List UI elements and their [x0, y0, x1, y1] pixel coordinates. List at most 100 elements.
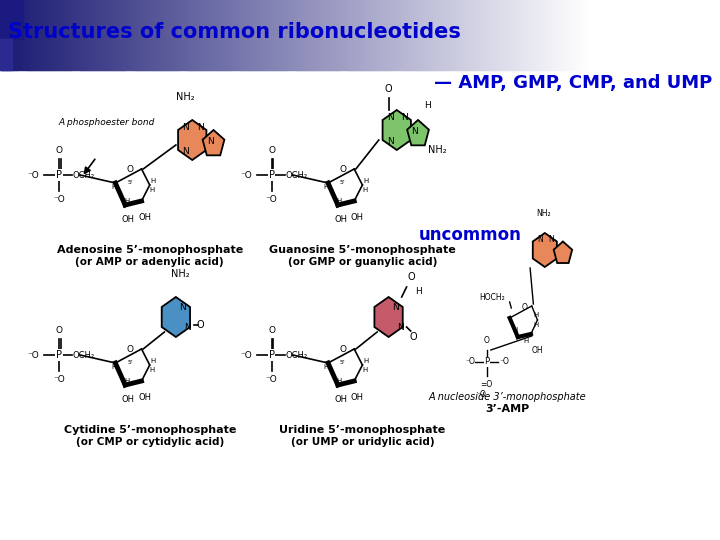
- Text: ⁻O: ⁻O: [465, 357, 475, 367]
- Bar: [554, 0, 557, 70]
- Bar: [40, 0, 42, 70]
- Bar: [24, 0, 27, 70]
- Bar: [130, 0, 132, 70]
- Bar: [334, 0, 336, 70]
- Bar: [186, 0, 189, 70]
- Bar: [552, 0, 554, 70]
- Bar: [246, 0, 248, 70]
- Bar: [283, 0, 286, 70]
- Bar: [538, 0, 541, 70]
- Bar: [248, 0, 250, 70]
- Bar: [30, 0, 32, 70]
- Bar: [328, 0, 330, 70]
- Bar: [47, 0, 50, 70]
- Bar: [90, 0, 93, 70]
- Text: H: H: [150, 358, 156, 364]
- Bar: [143, 0, 146, 70]
- Text: H: H: [150, 187, 155, 193]
- Text: NH₂: NH₂: [428, 145, 446, 155]
- Bar: [110, 0, 113, 70]
- Bar: [503, 0, 505, 70]
- Bar: [532, 0, 535, 70]
- Bar: [0, 0, 3, 70]
- Bar: [183, 0, 185, 70]
- Polygon shape: [178, 120, 207, 160]
- Text: N: N: [387, 113, 394, 123]
- Text: ⁻O: ⁻O: [240, 350, 252, 360]
- Bar: [275, 0, 278, 70]
- Polygon shape: [328, 349, 362, 385]
- Bar: [179, 0, 181, 70]
- Bar: [194, 0, 197, 70]
- Bar: [399, 0, 401, 70]
- Bar: [485, 0, 487, 70]
- Bar: [253, 0, 256, 70]
- Bar: [157, 0, 160, 70]
- Text: H: H: [362, 187, 367, 193]
- Polygon shape: [328, 169, 362, 205]
- Text: O: O: [484, 336, 490, 345]
- Text: (or GMP or guanylic acid): (or GMP or guanylic acid): [288, 257, 437, 267]
- Bar: [310, 0, 313, 70]
- Bar: [514, 0, 517, 70]
- Text: 5': 5': [127, 361, 133, 366]
- Bar: [78, 0, 81, 70]
- Bar: [104, 0, 107, 70]
- Text: OCH₂: OCH₂: [73, 171, 95, 179]
- Bar: [112, 0, 114, 70]
- Bar: [118, 0, 120, 70]
- Polygon shape: [115, 349, 150, 385]
- Text: N: N: [392, 302, 398, 312]
- Text: N: N: [184, 322, 191, 332]
- Bar: [369, 0, 372, 70]
- Bar: [206, 0, 209, 70]
- Bar: [189, 0, 192, 70]
- Bar: [436, 0, 438, 70]
- Text: NH₂: NH₂: [171, 269, 190, 279]
- Bar: [387, 0, 390, 70]
- Bar: [214, 0, 217, 70]
- Bar: [202, 0, 205, 70]
- Text: A nucleoside 3’-monophosphate: A nucleoside 3’-monophosphate: [428, 392, 586, 402]
- Text: N: N: [411, 127, 418, 137]
- Bar: [269, 0, 271, 70]
- Bar: [222, 0, 225, 70]
- Bar: [444, 0, 446, 70]
- Bar: [456, 0, 458, 70]
- Text: O: O: [339, 346, 346, 354]
- Text: N: N: [182, 147, 189, 157]
- Bar: [251, 0, 254, 70]
- Bar: [465, 0, 468, 70]
- Bar: [273, 0, 276, 70]
- Bar: [175, 0, 178, 70]
- Text: H: H: [337, 198, 342, 204]
- Text: N: N: [549, 235, 554, 245]
- Bar: [108, 0, 111, 70]
- Bar: [181, 0, 184, 70]
- Bar: [51, 0, 54, 70]
- Bar: [430, 0, 433, 70]
- Bar: [100, 0, 103, 70]
- Bar: [114, 0, 117, 70]
- Bar: [306, 0, 309, 70]
- Bar: [483, 0, 486, 70]
- Bar: [524, 0, 527, 70]
- Text: ⁻O: ⁻O: [476, 390, 486, 399]
- Bar: [169, 0, 171, 70]
- Bar: [418, 0, 421, 70]
- Bar: [467, 0, 470, 70]
- Bar: [243, 0, 246, 70]
- Bar: [392, 0, 395, 70]
- Bar: [238, 0, 240, 70]
- Bar: [581, 0, 584, 70]
- Bar: [43, 0, 46, 70]
- Bar: [400, 0, 403, 70]
- Bar: [289, 0, 292, 70]
- Bar: [33, 0, 36, 70]
- Bar: [507, 0, 509, 70]
- Bar: [420, 0, 423, 70]
- Bar: [583, 0, 586, 70]
- Bar: [464, 0, 466, 70]
- Text: NH₂: NH₂: [176, 92, 195, 102]
- Bar: [479, 0, 482, 70]
